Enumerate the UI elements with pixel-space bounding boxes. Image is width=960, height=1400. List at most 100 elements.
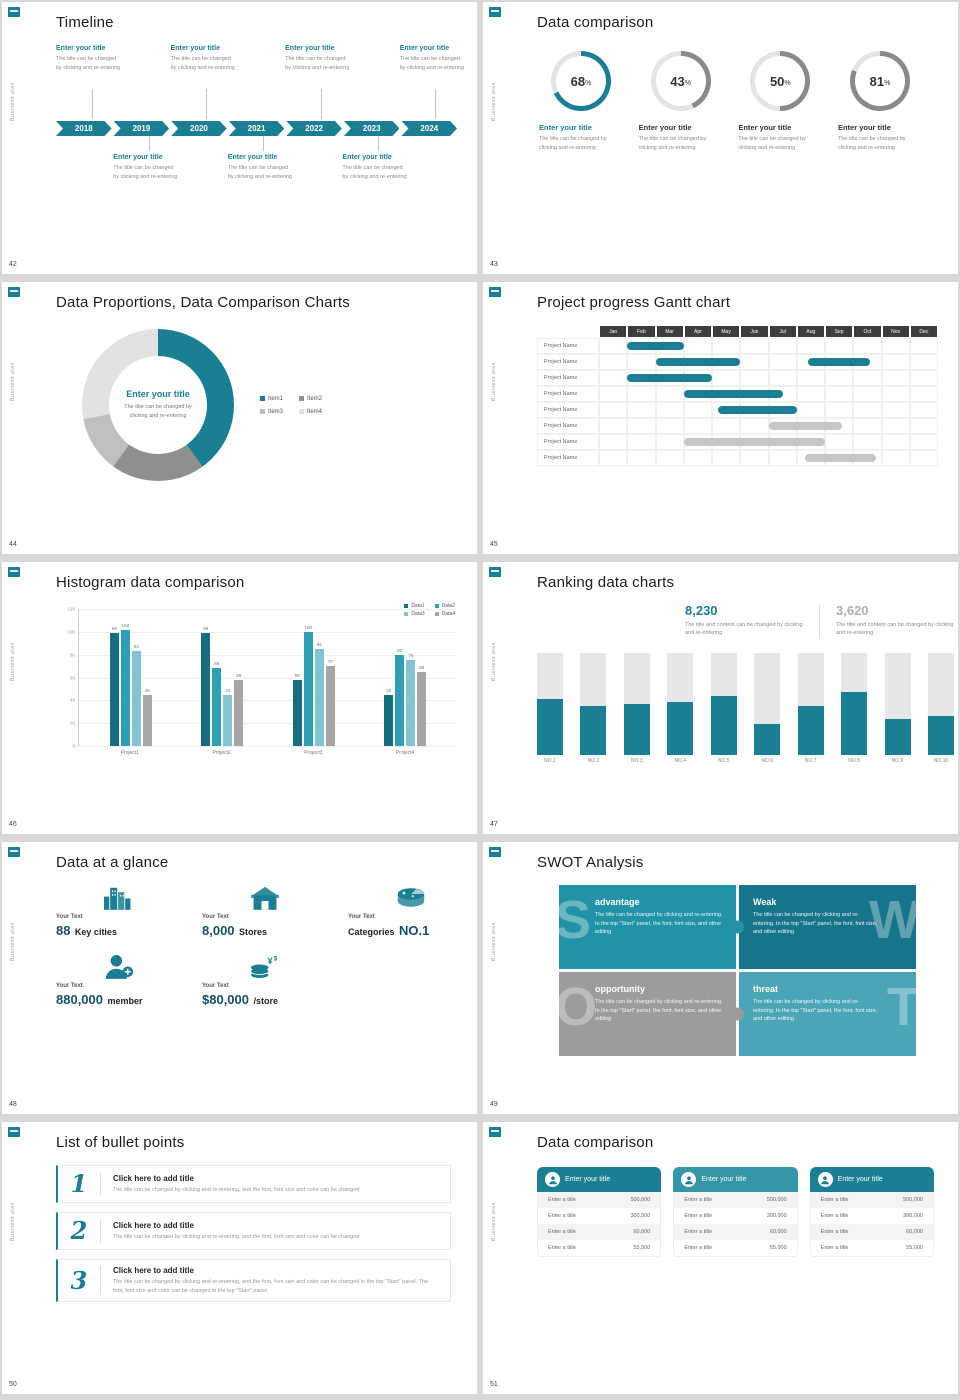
histogram-bar-value: 99: [111, 625, 117, 631]
bullet-divider: [100, 1266, 101, 1296]
slide-45-gantt[interactable]: Business plan 45 Project progress Gantt …: [483, 282, 958, 554]
ranking-xlabel: NO.3: [631, 758, 643, 764]
percent-sign: %: [585, 79, 592, 87]
gantt-row-label: Project Name: [537, 450, 599, 466]
gantt-row: Project Name: [537, 386, 938, 402]
ranking-stat-value: 3,620: [836, 603, 869, 618]
legend-swatch: [260, 409, 265, 414]
gantt-cell: [825, 386, 854, 402]
brand-logo: [8, 847, 20, 857]
comparison-card-body: Enter a title 500,000 Enter a title 300,000…: [537, 1192, 662, 1257]
slide-title: Ranking data charts: [537, 574, 675, 591]
slide-42-timeline[interactable]: Business plan 42 Timeline Enter your tit…: [2, 2, 477, 274]
slide-43-data-comparison[interactable]: Business plan 43 Data comparison 68% Ente…: [483, 2, 958, 274]
gantt-cell: [853, 338, 882, 354]
histogram-bar: 75: [406, 653, 416, 746]
histogram-bar: 83: [131, 644, 141, 746]
circle-item-title: Enter your title: [638, 123, 692, 132]
histogram-group: 99 102 83 45: [109, 609, 152, 746]
gantt-month: Jan: [599, 325, 628, 338]
svg-text:¥: ¥: [268, 956, 273, 966]
ranking-bar-track: [797, 653, 824, 755]
progress-ring-center: 81%: [854, 56, 905, 106]
comparison-row-value: 55,000: [769, 1245, 787, 1251]
ranking-xlabel: NO.5: [717, 758, 730, 764]
timeline-entry-title: Enter your title: [342, 154, 392, 161]
swot-title: Weak: [753, 897, 777, 907]
circle-item-desc: The title can be changed by clicking and…: [539, 136, 607, 151]
gantt-cell: [796, 338, 825, 354]
slide-47-ranking[interactable]: Business plan 47 Ranking data charts 8,2…: [483, 562, 958, 834]
gantt-cell: [655, 402, 684, 418]
timeline-entry-desc: The title can be changed by clicking and…: [170, 56, 235, 71]
gantt-cell: [627, 402, 656, 418]
histogram-bar: 80: [395, 648, 405, 746]
gantt-row-cells: [599, 338, 938, 354]
slide-number: 45: [490, 541, 498, 548]
slide-46-histogram[interactable]: Business plan 46 Histogram data comparis…: [2, 562, 477, 834]
circle-item-desc: The title can be changed by clicking and…: [837, 136, 906, 151]
timeline-year-marker: 2018: [56, 121, 112, 136]
slide-44-data-proportions[interactable]: Business plan 44 Data Proportions, Data …: [2, 282, 477, 554]
gantt-cell: [740, 450, 769, 466]
gantt-month: Jul: [768, 325, 797, 338]
ranking-bar-fill: [884, 719, 911, 755]
gantt-cell: [655, 434, 684, 450]
ranking-bar-track: [927, 653, 954, 755]
slide-48-data-at-a-glance[interactable]: Business plan 48 Data at a glance Your T…: [2, 842, 477, 1114]
gantt-cell: [683, 418, 712, 434]
ranking-bar-track: [623, 653, 650, 755]
comparison-row: Enter a title 300,000: [811, 1208, 933, 1224]
slide-51-data-comparison[interactable]: Business plan 51 Data comparison Enter y…: [483, 1122, 958, 1394]
glance-value: 8,000 Stores: [202, 922, 348, 940]
gantt-bar: [805, 454, 876, 462]
histogram-ytick: 40: [69, 697, 75, 703]
progress-ring-center: 50%: [755, 56, 806, 106]
swot-title: advantage: [595, 897, 640, 907]
legend-item: Item2: [299, 396, 322, 402]
slide-title: Data comparison: [537, 1134, 654, 1151]
glance-word: Stores: [239, 927, 268, 937]
progress-value: 43: [670, 73, 685, 89]
comparison-row: Enter a title 55,000: [674, 1240, 796, 1256]
timeline-year-marker: 2024: [401, 121, 457, 136]
gantt-cell: [599, 450, 628, 466]
donut-center-title: Enter your title: [126, 389, 190, 400]
person-icon: [545, 1172, 560, 1187]
slide-margin-strip: Business plan 48: [2, 842, 28, 1114]
histogram-gridline: [79, 723, 457, 725]
histogram-group: 58 100 85 70: [292, 609, 335, 746]
donut-chart: Enter your title The title can be change…: [56, 329, 457, 481]
histogram-bar-value: 85: [316, 641, 322, 647]
slide-side-caption: Business plan: [10, 642, 16, 681]
slide-50-bullet-points[interactable]: Business plan 50 List of bullet points 1…: [2, 1122, 477, 1394]
slide-side-caption: Business plan: [491, 1202, 497, 1241]
gantt-cell: [712, 370, 741, 386]
gantt-month: Aug: [796, 325, 825, 338]
glance-word: Categories: [348, 927, 395, 937]
gantt-row-label: Project Name: [537, 434, 599, 450]
bullet-number: 1: [70, 1169, 88, 1198]
slide-margin-strip: Business plan 44: [2, 282, 28, 554]
glance-label: Your Text: [202, 914, 229, 920]
percent-sign: %: [884, 79, 891, 87]
ranking-bar-track: [754, 653, 781, 755]
ranking-xlabel: NO.10: [933, 758, 949, 764]
ranking-bar-fill: [927, 716, 954, 755]
ranking-bar-fill: [841, 691, 868, 755]
progress-circle-item: 50% Enter your title The title can be chan…: [738, 47, 836, 153]
slide-side-caption: Business plan: [10, 362, 16, 401]
timeline-entry-desc: The title can be changed by clicking and…: [399, 56, 464, 71]
slide-margin-strip: Business plan 49: [483, 842, 509, 1114]
gantt-cell: [627, 386, 656, 402]
histogram-gridline: [79, 746, 457, 747]
glance-item: Your Text 88 Key cities: [56, 885, 202, 940]
glance-value: $80,000 /store: [202, 991, 348, 1009]
gantt-row: Project Name: [537, 354, 938, 370]
legend-label: Data2: [441, 603, 455, 609]
timeline-year-marker: 2020: [171, 121, 227, 136]
